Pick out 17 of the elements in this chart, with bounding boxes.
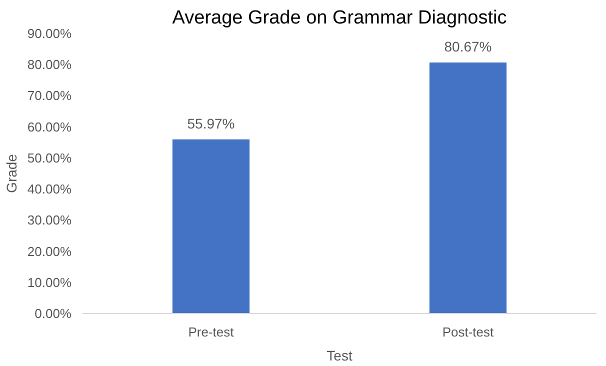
data-label: 80.67% <box>444 38 492 55</box>
y-tick-label: 0.00% <box>34 306 72 321</box>
chart-title: Average Grade on Grammar Diagnostic <box>172 8 507 28</box>
data-label: 55.97% <box>187 115 235 132</box>
x-axis-title: Test <box>326 348 352 364</box>
y-tick-label: 20.00% <box>27 244 72 259</box>
y-tick-label: 30.00% <box>27 212 72 228</box>
y-tick-label: 60.00% <box>27 119 72 134</box>
y-tick-label: 80.00% <box>27 57 72 72</box>
y-tick-label: 40.00% <box>27 182 72 197</box>
y-tick-label: 10.00% <box>27 274 72 290</box>
y-axis-title: Grade <box>3 154 20 193</box>
y-tick-label: 90.00% <box>27 26 72 41</box>
y-tick-label: 50.00% <box>27 150 72 166</box>
x-tick-label: Pre-test <box>188 324 234 340</box>
x-tick-label: Post-test <box>442 324 494 340</box>
y-tick-label: 70.00% <box>27 88 72 104</box>
